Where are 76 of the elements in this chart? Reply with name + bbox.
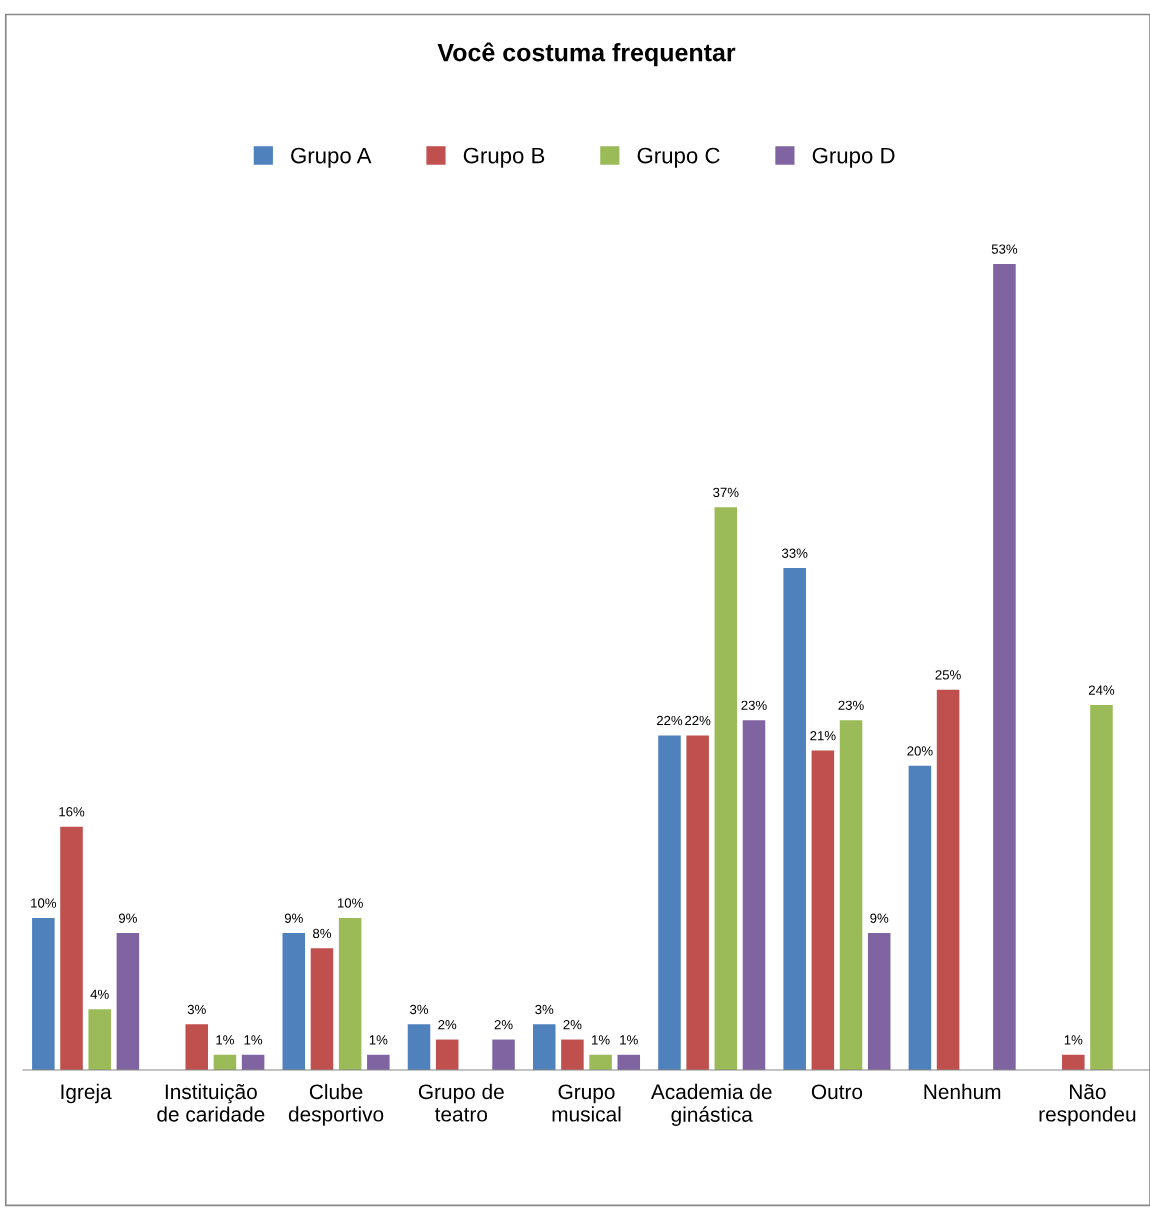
data-label: 10% xyxy=(337,898,363,908)
data-label: 1% xyxy=(369,1035,388,1045)
x-tick-label: Grupo de teatro xyxy=(418,1083,504,1122)
chart-title: Você costuma frequentar xyxy=(437,42,736,67)
data-label: 2% xyxy=(494,1019,513,1030)
bar xyxy=(908,765,932,1070)
data-label: 8% xyxy=(313,928,332,939)
bar xyxy=(589,1054,612,1070)
bar xyxy=(561,1039,584,1070)
bar xyxy=(407,1024,431,1070)
data-label: 9% xyxy=(118,913,137,923)
data-label: 33% xyxy=(781,548,808,558)
bar xyxy=(686,735,709,1070)
x-tick-label: Não respondeu xyxy=(1039,1084,1136,1126)
x-tick-label: Clube desportivo xyxy=(288,1083,384,1126)
bar xyxy=(783,568,806,1070)
bar xyxy=(116,933,140,1070)
data-label: 3% xyxy=(535,1004,554,1015)
data-label: 4% xyxy=(90,989,109,999)
bar xyxy=(88,1009,111,1070)
bar xyxy=(492,1039,515,1070)
bar xyxy=(367,1054,390,1070)
x-tick-label: Grupo musical xyxy=(552,1084,621,1122)
data-label: 22% xyxy=(656,715,683,726)
bar xyxy=(714,507,738,1070)
bar xyxy=(839,720,863,1070)
bar xyxy=(936,689,960,1070)
data-label: 23% xyxy=(838,700,864,710)
bar xyxy=(811,750,835,1070)
data-label: 1% xyxy=(244,1035,263,1045)
data-label: 24% xyxy=(1088,685,1115,695)
data-label: 1% xyxy=(216,1035,234,1045)
bar xyxy=(282,933,306,1070)
bar xyxy=(241,1054,265,1070)
data-label: 23% xyxy=(741,700,767,710)
data-label: 37% xyxy=(713,487,739,498)
bar xyxy=(435,1039,459,1070)
data-label: 1% xyxy=(1064,1035,1083,1045)
data-label: 9% xyxy=(870,913,889,923)
bar xyxy=(617,1054,641,1070)
bar xyxy=(310,948,334,1070)
legend-label: Grupo A xyxy=(291,147,372,168)
data-label: 21% xyxy=(810,731,836,741)
data-label: 22% xyxy=(685,715,711,726)
bar xyxy=(867,933,891,1070)
x-tick-label: Nenhum xyxy=(924,1083,1001,1100)
data-label: 3% xyxy=(409,1004,429,1015)
x-tick-label: Academia de ginástica xyxy=(650,1083,772,1127)
bar xyxy=(1090,704,1113,1070)
data-label: 1% xyxy=(620,1035,638,1045)
x-tick-label: Instituição de caridade xyxy=(157,1083,265,1122)
bar xyxy=(213,1054,237,1070)
data-label: 1% xyxy=(592,1035,610,1045)
bar xyxy=(1062,1054,1085,1070)
bar xyxy=(338,917,362,1070)
bar xyxy=(532,1024,556,1070)
bar xyxy=(185,1024,209,1070)
data-label: 20% xyxy=(907,746,933,756)
bar xyxy=(993,263,1016,1070)
bar xyxy=(60,826,83,1070)
legend-label: Grupo B xyxy=(463,147,545,168)
data-label: 25% xyxy=(935,670,961,680)
data-label: 16% xyxy=(59,807,85,817)
data-label: 2% xyxy=(438,1019,457,1030)
x-tick-label: Igreja xyxy=(61,1083,112,1104)
data-label: 53% xyxy=(991,244,1018,254)
legend-label: Grupo D xyxy=(812,147,895,168)
x-tick-label: Outro xyxy=(811,1084,863,1100)
data-label: 3% xyxy=(187,1004,206,1015)
bar xyxy=(742,720,766,1070)
data-label: 9% xyxy=(284,913,303,923)
data-label: 2% xyxy=(563,1019,582,1030)
data-label: 10% xyxy=(31,898,57,908)
bar xyxy=(32,917,55,1070)
bar xyxy=(658,735,681,1070)
legend-label: Grupo C xyxy=(637,147,720,168)
